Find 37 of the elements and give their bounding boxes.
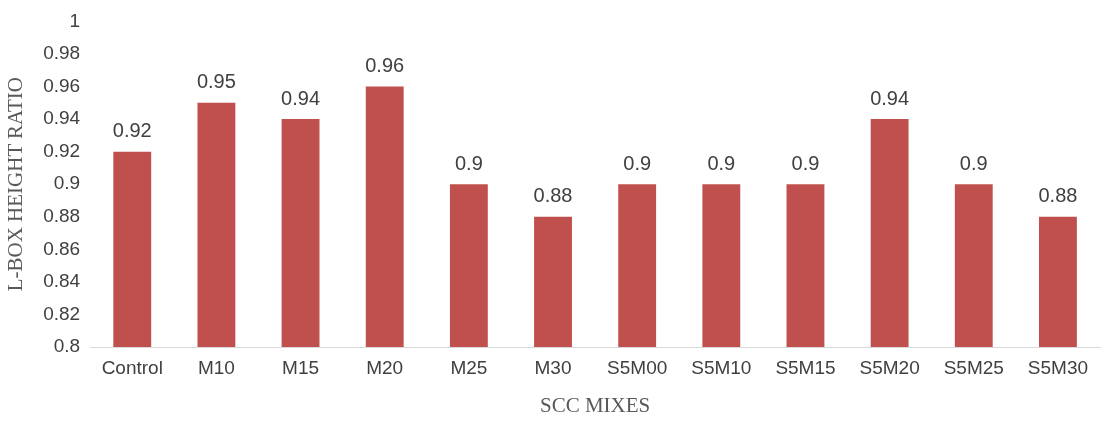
y-tick-label: 0.88: [43, 204, 81, 226]
y-tick-label: 0.8: [53, 335, 81, 357]
y-tick-label: 0.82: [43, 302, 81, 324]
x-tick-label: M20: [366, 356, 404, 378]
data-label: 0.9: [623, 151, 652, 174]
y-tick-label: 1: [69, 9, 81, 31]
data-label: 0.9: [959, 151, 988, 174]
data-label: 0.88: [533, 184, 573, 207]
y-axis-title: L-BOX HEIGHT RATIO: [3, 77, 28, 292]
x-tick-label: S5M15: [775, 356, 836, 378]
y-tick-label: 0.9: [53, 172, 81, 194]
y-tick-label: 0.96: [43, 74, 81, 96]
x-tick-label: S5M25: [943, 356, 1004, 378]
x-tick-label: M10: [197, 356, 235, 378]
x-axis-title: SCC MIXES: [539, 392, 651, 417]
x-tick-label: Control: [101, 356, 163, 378]
y-tick-label: 0.98: [43, 42, 81, 64]
data-label: 0.94: [870, 86, 910, 109]
data-label: 0.9: [707, 151, 736, 174]
x-tick-label: M15: [282, 356, 320, 378]
data-label: 0.9: [454, 151, 483, 174]
y-tick-label: 0.86: [43, 237, 81, 259]
y-tick-label: 0.84: [43, 270, 81, 292]
data-label: 0.9: [791, 151, 820, 174]
x-tick-label: M25: [450, 356, 488, 378]
data-label: 0.94: [281, 86, 321, 109]
data-label: 0.96: [365, 54, 405, 77]
y-tick-label: 0.94: [43, 107, 81, 129]
data-label: 0.88: [1038, 184, 1078, 207]
x-tick-label: S5M00: [607, 356, 668, 378]
x-tick-label: S5M30: [1027, 356, 1089, 378]
data-label: 0.95: [196, 70, 236, 93]
data-label: 0.92: [112, 119, 152, 142]
y-tick-label: 0.92: [43, 139, 81, 161]
x-tick-label: S5M10: [691, 356, 752, 378]
x-tick-label: S5M20: [859, 356, 920, 378]
x-tick-label: M30: [534, 356, 572, 378]
